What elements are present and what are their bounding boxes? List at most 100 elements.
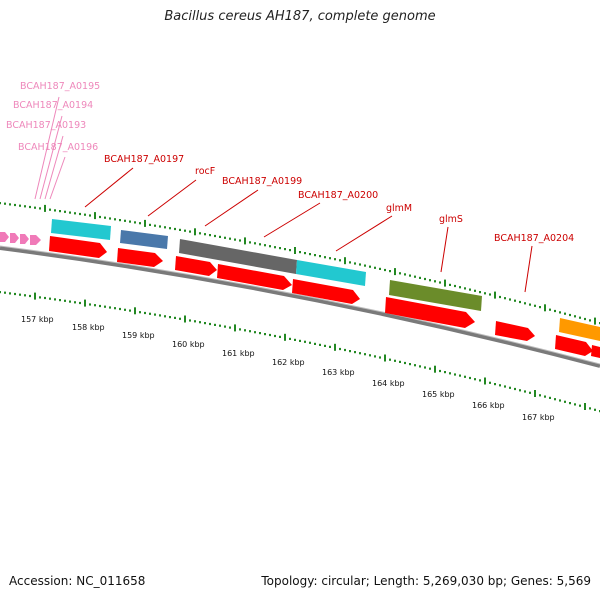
minor-tick bbox=[304, 252, 306, 255]
minor-tick bbox=[219, 235, 221, 238]
major-tick bbox=[534, 390, 536, 397]
cds-arrow-8[interactable] bbox=[555, 335, 593, 356]
cds-arrow-4[interactable] bbox=[217, 264, 292, 290]
label-BCAH187_A0199[interactable]: BCAH187_A0199 bbox=[222, 176, 302, 187]
major-tick bbox=[194, 228, 196, 236]
minor-tick bbox=[539, 394, 541, 397]
scale-label: 160 kbp bbox=[172, 340, 205, 349]
genome-backbone bbox=[0, 246, 600, 368]
minor-tick bbox=[469, 288, 471, 291]
minor-tick bbox=[104, 305, 106, 308]
label-BCAH187_A0204[interactable]: BCAH187_A0204 bbox=[494, 233, 574, 244]
minor-tick bbox=[449, 283, 451, 286]
minor-tick bbox=[139, 222, 141, 225]
label-BCAH187_A0193[interactable]: BCAH187_A0193 bbox=[6, 120, 86, 131]
major-tick bbox=[144, 219, 146, 227]
feature-box-steelblue[interactable] bbox=[120, 230, 168, 249]
minor-tick bbox=[284, 248, 286, 251]
cds-arrow-5[interactable] bbox=[292, 279, 360, 304]
label-rocF[interactable]: rocF bbox=[195, 166, 215, 177]
minor-tick bbox=[499, 384, 501, 387]
minor-tick bbox=[189, 230, 191, 233]
minor-tick bbox=[429, 367, 431, 370]
minor-tick bbox=[439, 281, 441, 284]
minor-tick bbox=[439, 369, 441, 373]
label-BCAH187_A0194[interactable]: BCAH187_A0194 bbox=[13, 100, 93, 111]
cds-arrow-3[interactable] bbox=[175, 256, 217, 276]
gene-BCAH187_A0193[interactable] bbox=[20, 234, 29, 244]
minor-tick bbox=[69, 300, 71, 303]
minor-tick bbox=[404, 361, 406, 365]
minor-tick bbox=[394, 359, 396, 362]
minor-tick bbox=[29, 294, 31, 298]
minor-tick bbox=[189, 319, 191, 322]
minor-tick bbox=[64, 299, 66, 302]
label-glmS[interactable]: glmS bbox=[439, 214, 463, 225]
gene-BCAH187_A0194[interactable] bbox=[10, 233, 19, 243]
cds-arrow-9[interactable] bbox=[591, 345, 600, 358]
label-BCAH187_A0200[interactable]: BCAH187_A0200 bbox=[298, 190, 378, 201]
minor-tick bbox=[224, 236, 226, 239]
minor-tick bbox=[524, 390, 526, 393]
scale-label: 167 kbp bbox=[522, 413, 555, 422]
gene-BCAH187_A0196[interactable] bbox=[30, 235, 41, 245]
minor-tick bbox=[324, 256, 326, 259]
minor-tick bbox=[324, 344, 326, 347]
feature-box-orange[interactable] bbox=[559, 318, 600, 341]
minor-tick bbox=[379, 356, 381, 359]
major-tick bbox=[334, 343, 336, 351]
minor-tick bbox=[289, 249, 291, 252]
feature-box-gray[interactable] bbox=[179, 239, 297, 274]
minor-tick bbox=[94, 304, 96, 307]
minor-tick bbox=[179, 317, 181, 320]
minor-tick bbox=[59, 299, 61, 302]
minor-tick bbox=[69, 211, 71, 214]
minor-tick bbox=[79, 301, 81, 305]
feature-box-cyan-1[interactable] bbox=[51, 219, 111, 240]
label-BCAH187_A0197[interactable]: BCAH187_A0197 bbox=[104, 154, 184, 165]
minor-tick bbox=[444, 371, 446, 374]
gene-BCAH187_A0195[interactable] bbox=[0, 232, 9, 242]
scale-label: 163 kbp bbox=[322, 368, 355, 377]
cds-arrow-2[interactable] bbox=[117, 248, 163, 267]
minor-tick bbox=[354, 351, 356, 354]
minor-tick bbox=[504, 385, 506, 388]
minor-tick bbox=[479, 291, 481, 294]
minor-tick bbox=[259, 332, 261, 335]
minor-tick bbox=[309, 253, 311, 256]
major-tick bbox=[244, 237, 246, 245]
scale-label: 161 kbp bbox=[222, 349, 255, 358]
minor-tick bbox=[409, 363, 411, 366]
minor-tick bbox=[34, 206, 36, 209]
label-BCAH187_A0196[interactable]: BCAH187_A0196 bbox=[18, 142, 98, 153]
minor-tick bbox=[19, 204, 21, 207]
minor-tick bbox=[479, 379, 481, 382]
minor-tick bbox=[9, 292, 11, 295]
minor-tick bbox=[104, 216, 106, 219]
minor-tick bbox=[229, 237, 231, 240]
label-BCAH187_A0195[interactable]: BCAH187_A0195 bbox=[20, 81, 100, 92]
feature-box-cyan-2[interactable] bbox=[296, 260, 366, 286]
minor-tick bbox=[209, 234, 211, 237]
minor-tick bbox=[589, 319, 591, 322]
minor-tick bbox=[164, 226, 166, 229]
minor-tick bbox=[249, 241, 251, 244]
minor-tick bbox=[464, 375, 466, 378]
minor-tick bbox=[369, 265, 371, 268]
minor-tick bbox=[359, 352, 361, 355]
cds-arrow-7[interactable] bbox=[495, 321, 535, 341]
major-tick bbox=[494, 291, 496, 299]
cds-arrow-1[interactable] bbox=[49, 236, 107, 258]
minor-tick bbox=[574, 403, 576, 406]
scale-label: 158 kbp bbox=[72, 323, 105, 332]
feature-box-olive[interactable] bbox=[389, 280, 482, 311]
label-glmM[interactable]: glmM bbox=[386, 203, 412, 214]
major-tick bbox=[434, 365, 436, 373]
minor-tick bbox=[339, 347, 341, 351]
cds-arrow-6[interactable] bbox=[385, 297, 475, 328]
minor-tick bbox=[459, 374, 461, 377]
minor-tick bbox=[269, 245, 271, 248]
minor-tick bbox=[489, 293, 491, 296]
minor-tick bbox=[134, 221, 136, 224]
